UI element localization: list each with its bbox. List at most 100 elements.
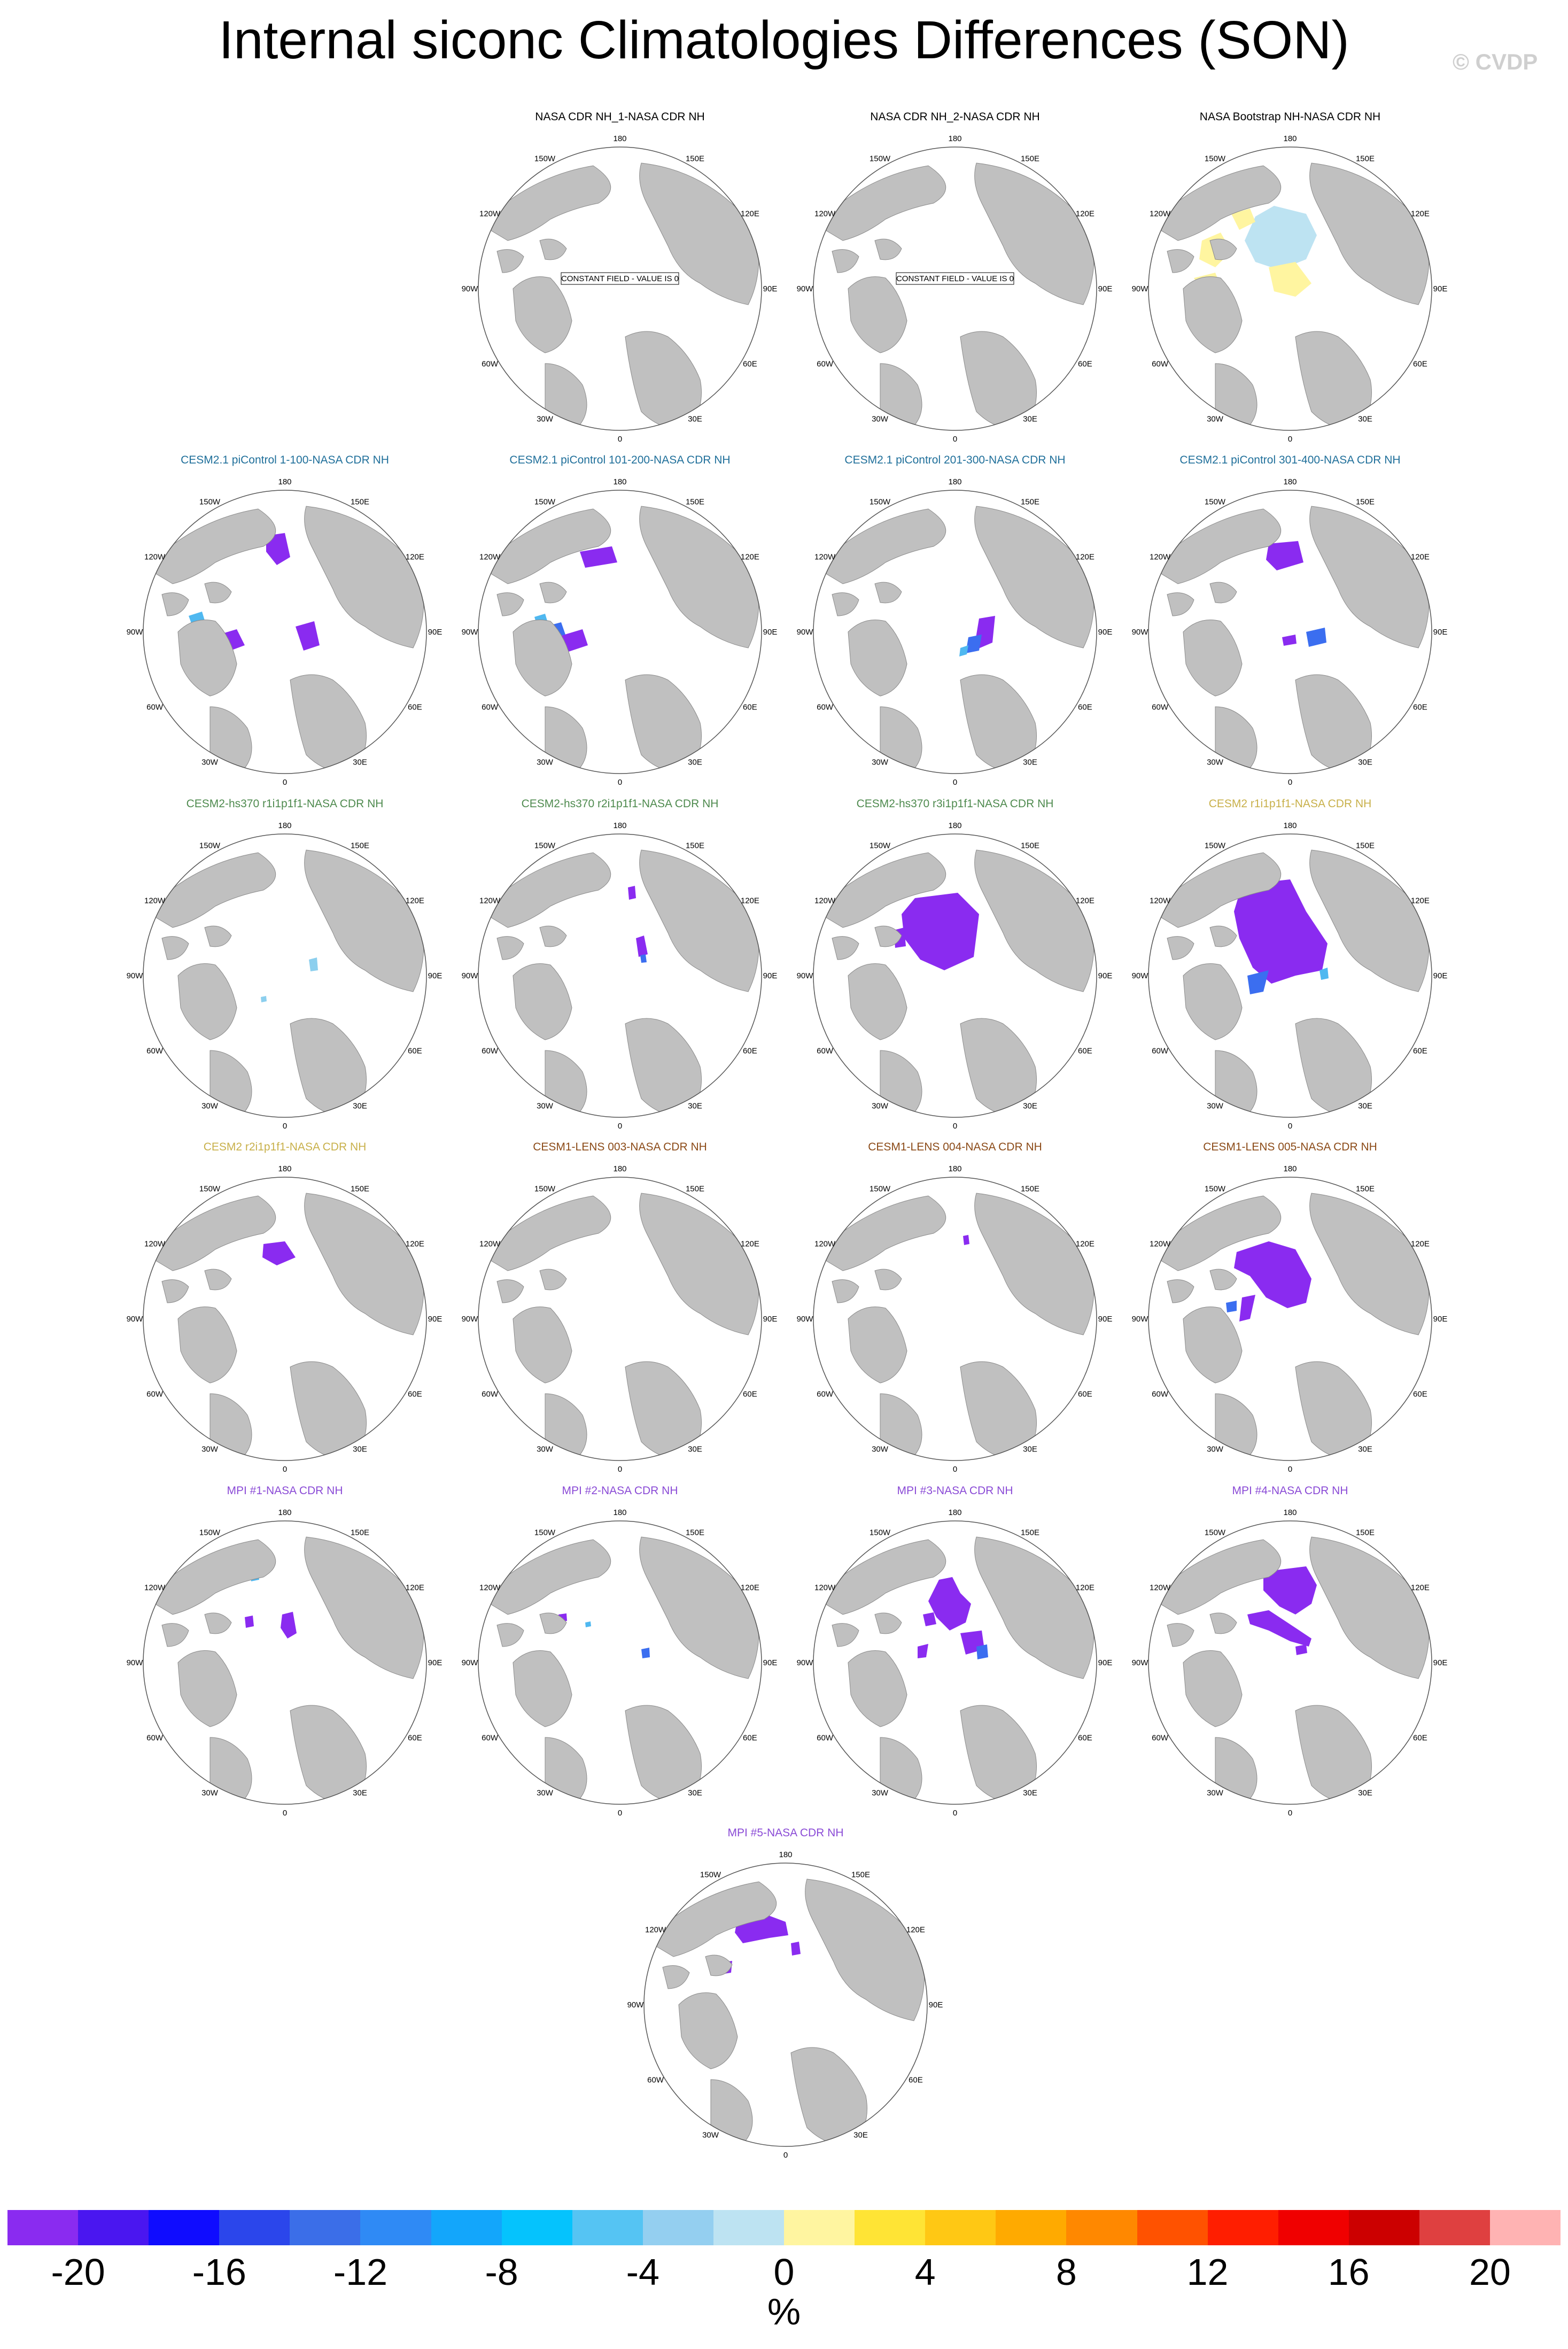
land-mass [204,925,232,947]
anomaly-patch [1266,541,1303,570]
longitude-label: 60W [482,1734,499,1743]
longitude-label: 120E [1076,210,1095,219]
land-mass [1167,249,1194,273]
anomaly-patch [636,936,648,957]
longitude-label: 150E [351,1528,369,1537]
polar-map: 180 150E 120E 90E 60E 30E 0 30W 60W 90W 120W 150W [1132,477,1448,787]
longitude-label: 60E [1413,1390,1427,1399]
longitude-label: 0 [953,778,957,787]
longitude-label: 150W [870,1185,891,1194]
longitude-label: 30E [353,1444,367,1454]
map-border [813,490,1097,774]
colorbar-swatch [642,2210,713,2245]
longitude-label: 0 [618,1809,622,1818]
longitude-label: 150E [351,498,369,507]
longitude-label: 0 [283,1809,287,1818]
map-panel: CESM2.1 piControl 201-300-NASA CDR NH 180… [797,454,1113,798]
longitude-label: 120E [741,1240,759,1249]
land-mass [513,1650,572,1727]
map-border [478,1177,762,1461]
land-mass [816,165,946,241]
land-mass [539,925,567,947]
anomaly-patch [1247,1610,1311,1647]
longitude-label: 90E [1098,1658,1113,1667]
longitude-label: 0 [953,435,957,444]
land-mass [848,963,907,1040]
colorbar-swatch [1419,2210,1490,2245]
longitude-label: 150W [870,1528,891,1537]
land-mass [974,1193,1095,1335]
polar-map: 180 150E 120E 90E 60E 30E 0 30W 60W 90W 120W 150W [462,821,778,1131]
panel-title: NASA CDR NH_2-NASA CDR NH [870,111,1040,123]
longitude-label: 150W [534,1528,556,1537]
colorbar-swatch [784,2210,855,2245]
land-mass [874,1612,902,1634]
longitude-label: 90W [127,1658,144,1667]
longitude-label: 60E [1413,1734,1427,1743]
longitude-label: 60W [817,703,834,712]
polar-map: 180 150E 120E 90E 60E 30E 0 30W 60W 90W 120W 150W [1132,821,1448,1131]
anomaly-patch [641,1648,650,1658]
land-mass [1209,238,1237,260]
land-mass [974,1536,1095,1679]
longitude-label: 90E [1433,1658,1448,1667]
land-mass [161,592,189,616]
panel-title: CESM2.1 piControl 1-100-NASA CDR NH [181,454,389,466]
land-mass [874,925,902,947]
longitude-label: 150W [1205,498,1226,507]
land-mass [145,508,276,584]
longitude-label: 180 [1283,1164,1297,1173]
map-border [813,1177,1097,1461]
longitude-label: 30W [537,1444,554,1454]
longitude-label: 60E [1078,360,1092,369]
longitude-label: 120E [1076,553,1095,562]
colorbar-swatch [501,2210,572,2245]
longitude-label: 60E [743,360,757,369]
land-mass [145,1195,276,1271]
longitude-label: 0 [1288,1122,1292,1131]
longitude-label: 120E [1076,897,1095,906]
land-mass [496,592,524,616]
colorbar-unit: % [767,2291,801,2332]
land-mass [1151,1539,1282,1615]
land-mass [480,165,611,241]
land-mass [204,582,232,604]
panel-title: CESM2-hs370 r3i1p1f1-NASA CDR NH [856,798,1054,810]
land-mass [496,249,524,273]
polar-map: 180 150E 120E 90E 60E 30E 0 30W 60W 90W 120W 150W [462,1508,778,1818]
longitude-label: 150W [870,498,891,507]
longitude-label: 60E [1078,1047,1092,1056]
colorbar-swatch [360,2210,431,2245]
longitude-label: 30W [872,1788,889,1797]
anomaly-patch [640,954,647,963]
longitude-label: 60W [146,1047,164,1056]
land-mass [1183,620,1243,697]
longitude-label: 180 [1283,821,1297,830]
land-mass [1183,276,1243,353]
anomaly-patch [963,1235,969,1245]
longitude-label: 30E [1023,1788,1037,1797]
longitude-label: 30E [1358,758,1372,767]
map-border [143,1177,427,1461]
colorbar-swatch [1066,2210,1137,2245]
land-mass [639,849,759,992]
longitude-label: 180 [948,821,961,830]
land-mass [805,1879,925,2021]
longitude-label: 150E [686,841,704,851]
longitude-label: 30E [353,1101,367,1110]
colorbar-tick-label: 8 [1055,2251,1077,2293]
longitude-label: 90W [127,1315,144,1324]
longitude-label: 60E [743,1047,757,1056]
map-panel: CESM2.1 piControl 301-400-NASA CDR NH 180… [1132,454,1448,798]
anomaly-patch [976,1644,988,1659]
anomaly-patch [791,1942,801,1956]
longitude-label: 90W [127,971,144,980]
land-mass [177,1650,237,1727]
polar-map: 180 150E 120E 90E 60E 30E 0 30W 60W 90W 120W 150W [1132,1508,1448,1818]
panel-title: MPI #5-NASA CDR NH [727,1827,844,1839]
land-mass [874,238,902,260]
land-mass [1309,849,1430,992]
land-mass [639,1536,759,1679]
land-mass [832,936,859,960]
longitude-label: 120E [1076,1240,1095,1249]
